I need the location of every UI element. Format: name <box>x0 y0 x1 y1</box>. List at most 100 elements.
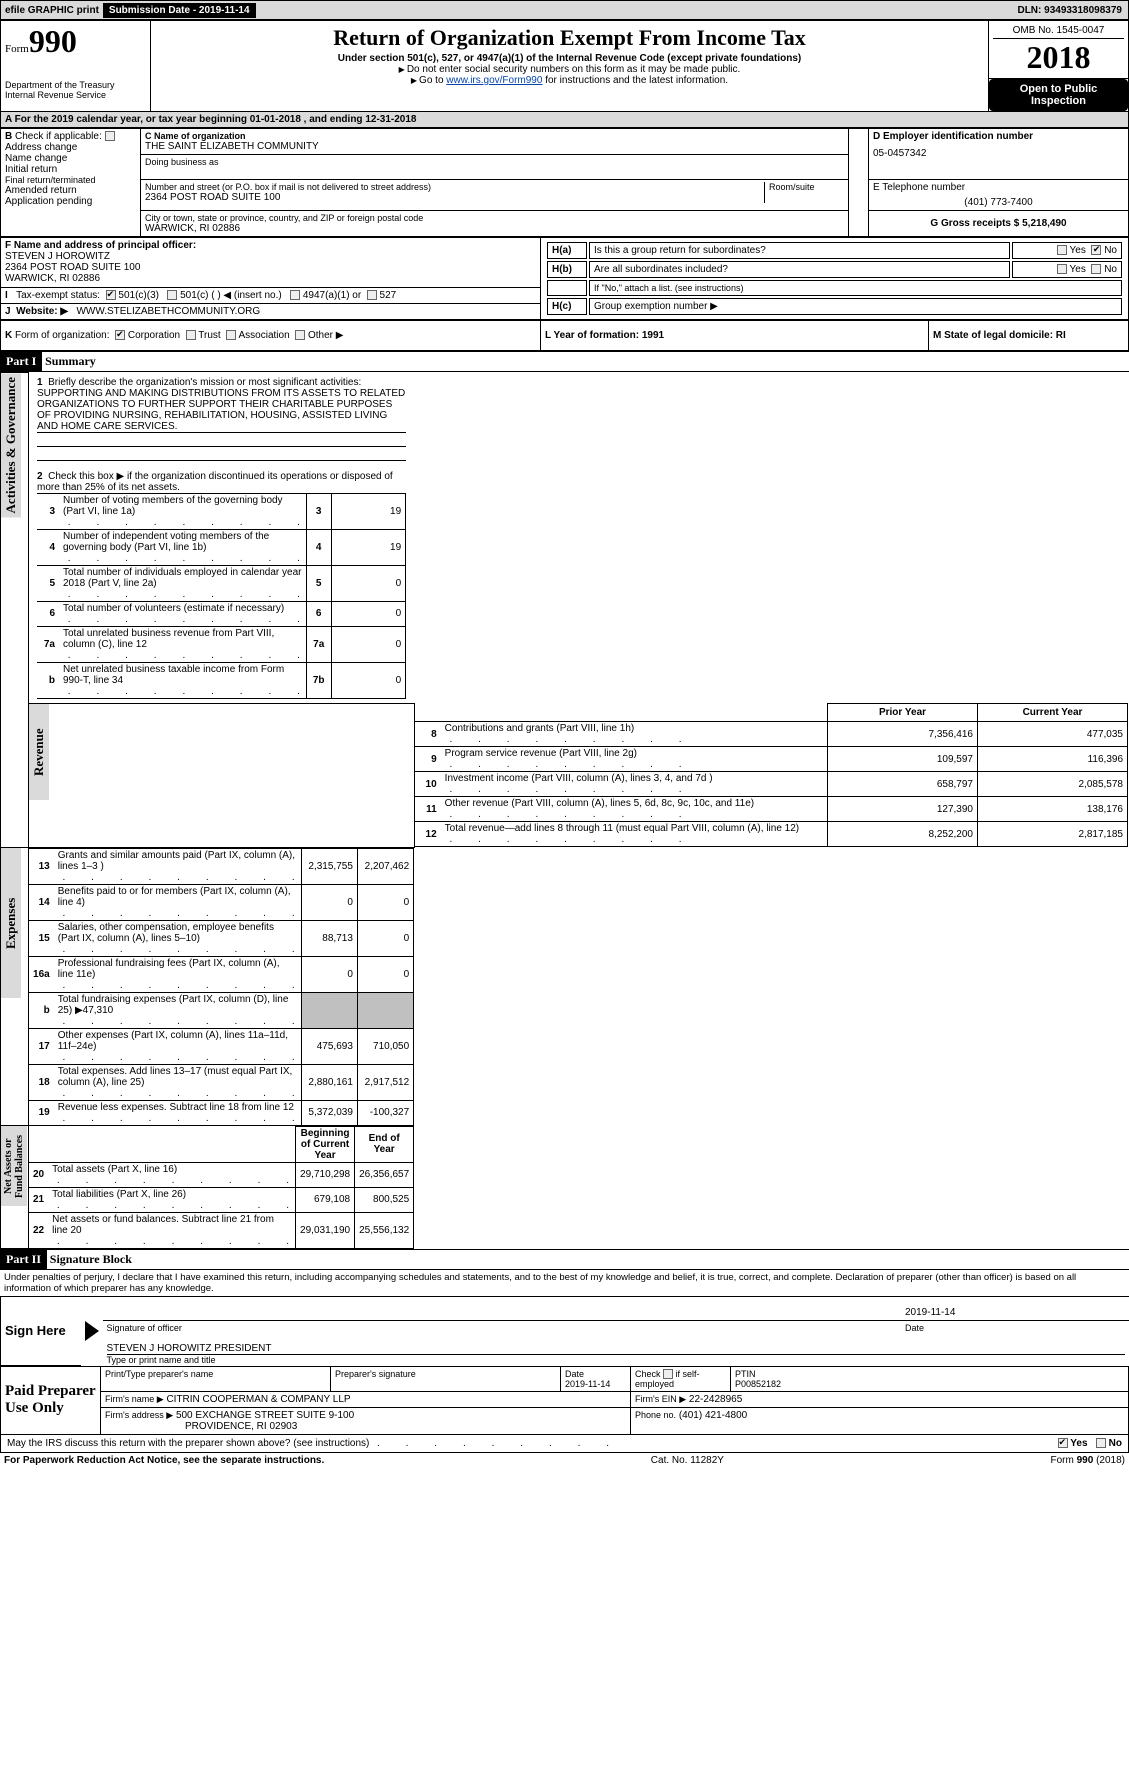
prior-value: 127,390 <box>828 797 978 822</box>
open-to-public: Open to Public Inspection <box>989 79 1128 111</box>
penalty-statement: Under penalties of perjury, I declare th… <box>0 1270 1129 1296</box>
chk-address-change: Address change <box>5 142 136 153</box>
city-value: WARWICK, RI 02886 <box>145 223 844 234</box>
officer-addr2: WARWICK, RI 02886 <box>5 273 536 284</box>
current-value: 138,176 <box>978 797 1128 822</box>
preparer-sig-label: Preparer's signature <box>331 1366 561 1392</box>
ptin-value: P00852182 <box>735 1379 1124 1389</box>
sig-date-value: 2019-11-14 <box>905 1307 1125 1318</box>
current-value: 0 <box>357 956 413 992</box>
city-label: City or town, state or province, country… <box>145 213 844 223</box>
form-subtitle-1: Under section 501(c), 527, or 4947(a)(1)… <box>155 53 984 64</box>
current-value: 800,525 <box>355 1187 414 1212</box>
chk-amended: Amended return <box>5 185 136 196</box>
street-value: 2364 POST ROAD SUITE 100 <box>145 192 764 203</box>
chk-discuss-yes[interactable] <box>1058 1438 1068 1448</box>
line-value: 19 <box>331 529 406 565</box>
h-b-note: If "No," attach a list. (see instruction… <box>589 280 1122 296</box>
org-name-label: C Name of organization <box>145 131 844 141</box>
prior-value: 0 <box>301 956 357 992</box>
prior-value: 7,356,416 <box>828 722 978 747</box>
prior-value: 2,880,161 <box>301 1064 357 1100</box>
prior-value: 2,315,755 <box>301 848 357 884</box>
paid-preparer-label: Paid Preparer Use Only <box>5 1383 96 1417</box>
q2-text: Check this box ▶ if the organization dis… <box>37 471 393 493</box>
firm-addr1: 500 EXCHANGE STREET SUITE 9-100 <box>176 1410 354 1421</box>
checkbox[interactable] <box>1057 264 1067 274</box>
checkbox-no-checked[interactable] <box>1091 245 1101 255</box>
prior-value: 29,031,190 <box>296 1212 355 1248</box>
dept-treasury: Department of the Treasury <box>5 80 146 90</box>
line-value: 0 <box>331 565 406 601</box>
chk-discuss-no[interactable] <box>1096 1438 1106 1448</box>
tax-year: 2018 <box>993 39 1124 76</box>
form-number: Form990 <box>5 23 146 60</box>
prior-value: 475,693 <box>301 1028 357 1064</box>
footer-mid: Cat. No. 11282Y <box>651 1455 724 1466</box>
current-value: 2,817,185 <box>978 822 1128 847</box>
firm-name-label: Firm's name ▶ <box>105 1394 164 1404</box>
footer-right: Form 990 (2018) <box>1051 1455 1125 1466</box>
current-value: 0 <box>357 884 413 920</box>
ein-value: 05-0457342 <box>873 148 1124 159</box>
vlabel-activities: Activities & Governance <box>1 373 21 517</box>
chk-501c[interactable] <box>167 290 177 300</box>
website-value: WWW.STELIZABETHCOMMUNITY.ORG <box>76 306 260 317</box>
dba-label: Doing business as <box>145 157 844 167</box>
firm-ein-label: Firm's EIN ▶ <box>635 1394 686 1404</box>
page-footer: For Paperwork Reduction Act Notice, see … <box>0 1453 1129 1468</box>
sig-officer-label: Signature of officer <box>107 1323 906 1333</box>
form-subtitle-2: Do not enter social security numbers on … <box>155 64 984 75</box>
arrow-icon <box>85 1321 99 1341</box>
line-value: 0 <box>331 626 406 662</box>
sign-here-label: Sign Here <box>5 1323 66 1338</box>
line-value: 19 <box>331 493 406 529</box>
checkbox[interactable] <box>1091 264 1101 274</box>
prior-value: 679,108 <box>296 1187 355 1212</box>
tax-status-label: Tax-exempt status: <box>16 290 100 301</box>
h-c-question: Group exemption number ▶ <box>589 298 1122 315</box>
firm-phone: (401) 421-4800 <box>679 1410 747 1421</box>
prior-value <box>301 992 357 1028</box>
prior-value: 29,710,298 <box>296 1162 355 1187</box>
chk-assoc[interactable] <box>226 330 236 340</box>
form-title: Return of Organization Exempt From Incom… <box>155 25 984 51</box>
submission-date: Submission Date - 2019-11-14 <box>103 3 256 18</box>
irs-link[interactable]: www.irs.gov/Form990 <box>446 75 542 86</box>
chk-corp[interactable] <box>115 330 125 340</box>
current-value: 2,207,462 <box>357 848 413 884</box>
prior-value: 658,797 <box>828 772 978 797</box>
chk-final-return: Final return/terminated <box>5 175 136 185</box>
chk-4947[interactable] <box>290 290 300 300</box>
chk-self-employed[interactable] <box>663 1369 673 1379</box>
prior-value: 5,372,039 <box>301 1100 357 1125</box>
date-label: Date <box>905 1323 1125 1333</box>
current-value: 477,035 <box>978 722 1128 747</box>
prior-value: 8,252,200 <box>828 822 978 847</box>
current-value: 2,917,512 <box>357 1064 413 1100</box>
part-1-body: Activities & Governance 1 Briefly descri… <box>0 372 1129 1249</box>
chk-527[interactable] <box>367 290 377 300</box>
line-value: 0 <box>331 601 406 626</box>
state-domicile: M State of legal domicile: RI <box>933 330 1066 341</box>
checkbox[interactable] <box>105 131 115 141</box>
year-formation: L Year of formation: 1991 <box>545 330 664 341</box>
form-header: Form990 Department of the Treasury Inter… <box>0 20 1129 112</box>
chk-name-change: Name change <box>5 153 136 164</box>
org-name: THE SAINT ELIZABETH COMMUNITY <box>145 141 844 152</box>
chk-initial-return: Initial return <box>5 164 136 175</box>
form-subtitle-3: Go to www.irs.gov/Form990 for instructio… <box>155 75 984 86</box>
vlabel-expenses: Expenses <box>1 848 21 998</box>
website-label: Website: ▶ <box>16 306 68 317</box>
chk-other[interactable] <box>295 330 305 340</box>
chk-501c3[interactable] <box>106 290 116 300</box>
street-label: Number and street (or P.O. box if mail i… <box>145 182 764 192</box>
chk-trust[interactable] <box>186 330 196 340</box>
firm-ein: 22-2428965 <box>689 1394 742 1405</box>
tax-period: A For the 2019 calendar year, or tax yea… <box>0 112 1129 128</box>
phone-label: E Telephone number <box>873 182 1124 193</box>
current-value: 710,050 <box>357 1028 413 1064</box>
current-value: 0 <box>357 920 413 956</box>
checkbox-yes[interactable] <box>1057 245 1067 255</box>
current-value: 2,085,578 <box>978 772 1128 797</box>
